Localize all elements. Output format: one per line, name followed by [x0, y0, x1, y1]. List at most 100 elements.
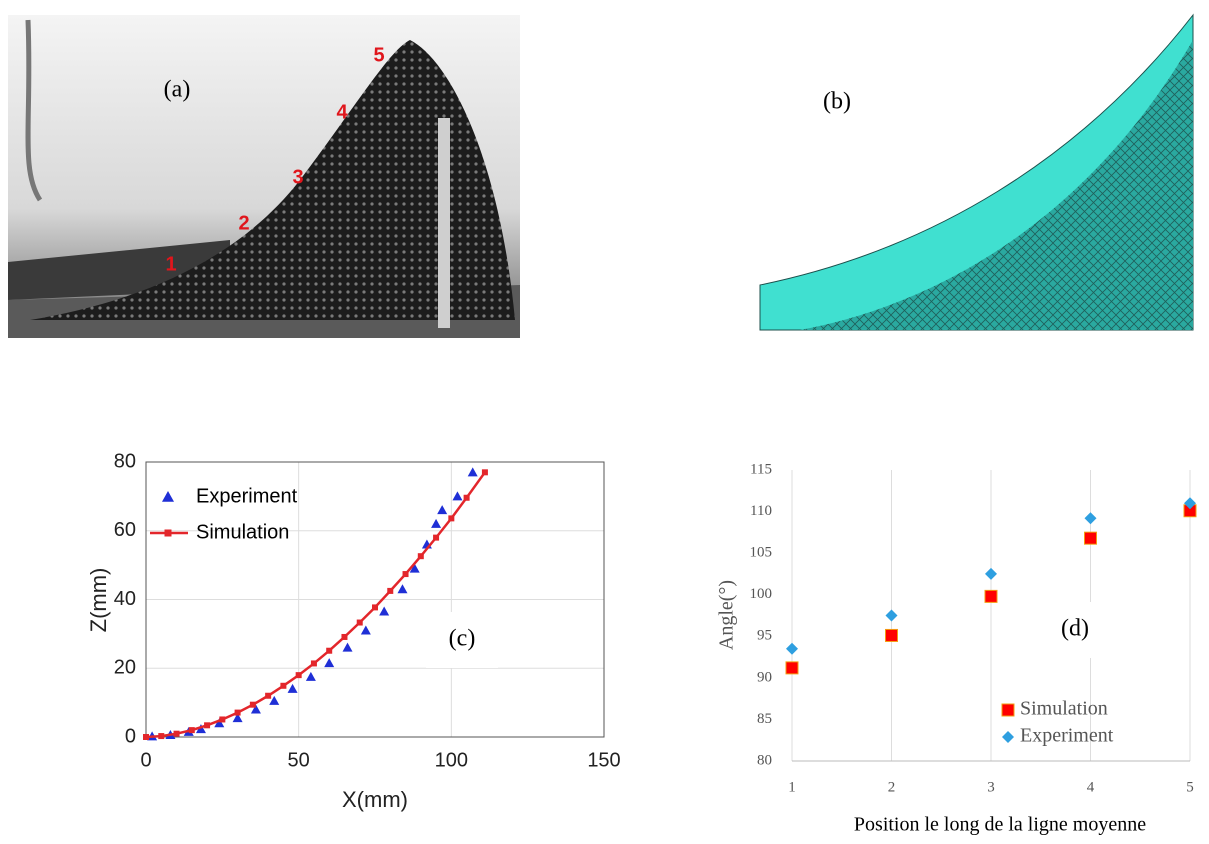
legend-label: Experiment [1020, 725, 1114, 747]
marker [1002, 731, 1014, 743]
x-axis-title: X(mm) [342, 787, 408, 812]
marker [143, 734, 149, 740]
chart: 0 50 100 150 0 20 40 60 80 X(mm) Z(mm) (c) Experimen… [86, 450, 621, 812]
marker [885, 609, 898, 622]
y-tick-label: 20 [114, 657, 136, 679]
marker [433, 534, 440, 541]
shell-mesh [800, 40, 1193, 330]
marker [326, 647, 333, 654]
position-marker: 2 [238, 212, 249, 234]
marker [786, 642, 798, 655]
legend-label: Simulation [196, 521, 289, 543]
marker [214, 718, 225, 728]
marker [1001, 703, 1015, 717]
marker [249, 701, 256, 708]
marker [195, 724, 206, 734]
x-tick-label: 1 [788, 779, 796, 795]
annotation-box [1039, 602, 1111, 658]
marker [1084, 512, 1097, 525]
knitted-sample [30, 40, 515, 320]
marker [417, 553, 424, 560]
plot-frame [145, 461, 605, 738]
y-tick-label: 60 [114, 519, 136, 541]
x-tick-label: 100 [435, 749, 468, 771]
marker [397, 584, 408, 594]
wire [25, 19, 43, 202]
y-tick-label: 90 [757, 669, 772, 685]
marker [269, 695, 280, 705]
position-marker: 4 [336, 101, 348, 123]
marker [1084, 531, 1097, 545]
y-tick-label: 0 [125, 725, 136, 747]
marker [409, 563, 420, 573]
y-tick-label: 80 [757, 752, 772, 768]
marker [437, 505, 448, 515]
rod [438, 118, 450, 328]
y-tick-label: 105 [750, 545, 773, 561]
x-axis-title: Position le long de la ligne moyenne [854, 814, 1146, 836]
marker [250, 704, 261, 714]
marker [324, 658, 335, 668]
legend-label: Experiment [196, 485, 298, 507]
marker [204, 722, 211, 729]
series-line [145, 471, 486, 739]
marker [265, 692, 272, 699]
marker [379, 606, 390, 616]
marker [1184, 497, 1196, 510]
y-tick-label: 115 [750, 461, 772, 477]
marker [287, 683, 298, 693]
marker [162, 491, 174, 502]
marker [280, 682, 287, 689]
x-tick-label: 5 [1186, 779, 1194, 795]
marker [341, 633, 348, 640]
marker [885, 628, 898, 642]
marker [310, 660, 317, 667]
marker [232, 713, 243, 723]
marker [463, 494, 470, 501]
marker [188, 727, 195, 734]
y-tick-label: 100 [750, 586, 773, 602]
photo-panel: (a) 1 2 3 4 5 [8, 15, 520, 338]
panel-label: (b) [823, 89, 851, 115]
y-tick-label: 95 [757, 628, 772, 644]
marker [402, 571, 409, 578]
y-tick-label: 110 [750, 503, 772, 519]
position-marker: 3 [292, 166, 303, 188]
position-marker: 5 [373, 44, 384, 66]
y-axis-title: Angle(°) [716, 580, 738, 650]
x-tick-label: 0 [140, 749, 151, 771]
x-tick-label: 3 [987, 779, 995, 795]
marker [431, 518, 442, 528]
marker [234, 709, 241, 716]
marker [173, 730, 180, 737]
x-tick-label: 150 [587, 749, 620, 771]
marker [785, 661, 799, 675]
marker [387, 587, 394, 594]
marker [219, 716, 226, 723]
y-tick-label: 80 [114, 450, 136, 472]
y-tick-label: 85 [757, 711, 772, 727]
marker [448, 515, 455, 522]
marker [360, 625, 371, 635]
annotation-box [426, 612, 498, 668]
annotation: (c) [449, 626, 476, 652]
marker [984, 589, 998, 603]
x-tick-label: 50 [288, 749, 310, 771]
marker [164, 529, 172, 537]
marker [342, 642, 353, 652]
legend-label: Simulation [1020, 698, 1108, 720]
marker [481, 469, 488, 476]
marker [158, 733, 165, 740]
position-marker: 1 [165, 253, 176, 275]
x-tick-label: 4 [1087, 779, 1095, 795]
chart: 1 2 3 4 5 80 85 90 95 100 105 110 115 Position le lon… [716, 461, 1197, 836]
x-tick-label: 2 [888, 779, 896, 795]
simulation-panel: (b) [759, 13, 1194, 331]
marker [356, 619, 363, 626]
annotation: (d) [1061, 616, 1089, 642]
marker [985, 567, 997, 580]
y-tick-label: 40 [114, 588, 136, 610]
marker [305, 671, 316, 681]
